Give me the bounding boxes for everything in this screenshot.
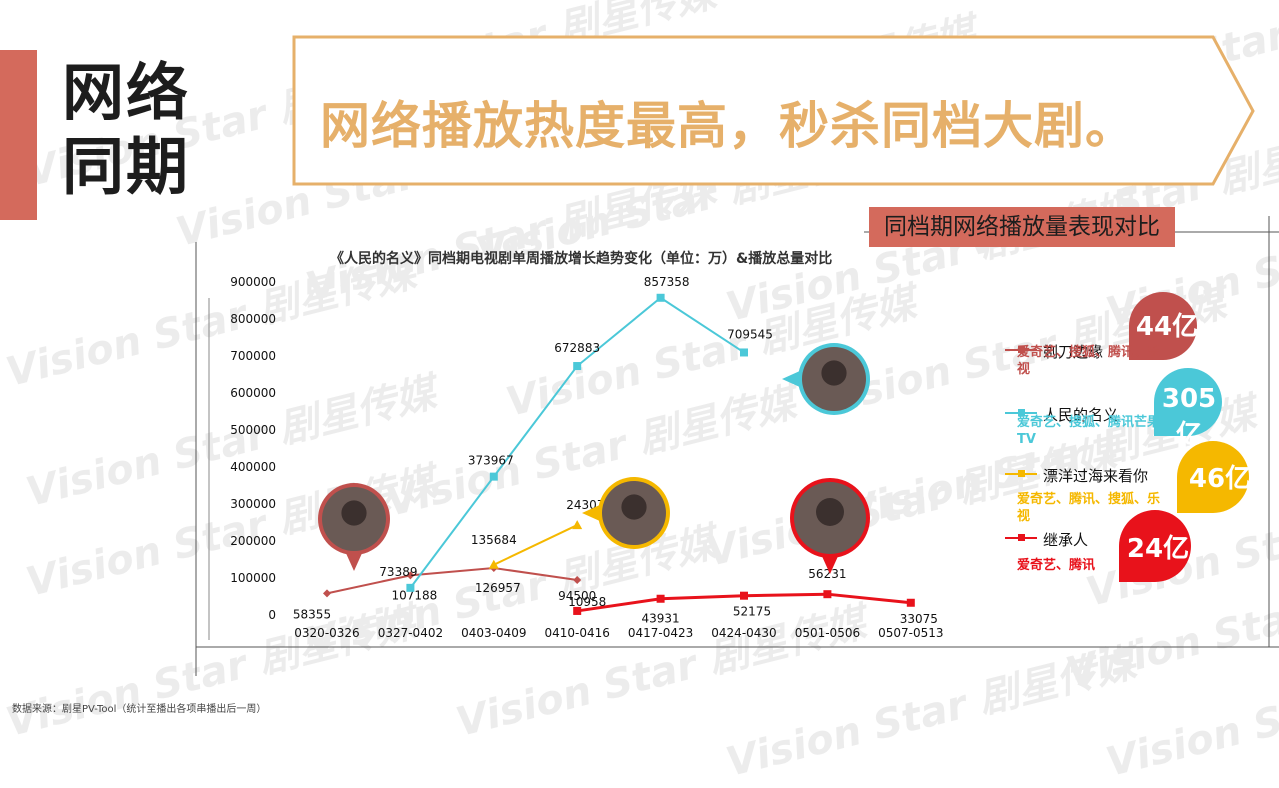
- x-tick-label: 0327-0402: [378, 626, 443, 640]
- y-tick-label: 800000: [230, 312, 276, 326]
- poster-razor-edge-tail: [345, 551, 363, 571]
- x-tick-label: 0424-0430: [711, 626, 776, 640]
- data-label: 56231: [808, 567, 846, 581]
- data-point: [573, 576, 582, 585]
- data-point: [656, 293, 665, 302]
- legend-series-name: 人民的名义: [1043, 406, 1119, 424]
- legend-marker: [1018, 409, 1025, 416]
- legend-series-name: 剃刀边缘: [1043, 343, 1104, 361]
- poster-successor-figure: [816, 498, 844, 526]
- series-total: 305亿: [1161, 384, 1217, 450]
- poster-see-you-across-ocean-figure: [621, 494, 647, 520]
- data-point: [572, 520, 583, 530]
- poster-in-the-name-of-people-tail: [782, 370, 802, 388]
- data-point: [656, 594, 665, 603]
- x-tick-label: 0501-0506: [795, 626, 860, 640]
- chart-title: 《人民的名义》同档期电视剧单周播放增长趋势变化（单位：万）&播放总量对比: [330, 251, 833, 267]
- x-tick-label: 0410-0416: [544, 626, 609, 640]
- data-label: 52175: [733, 605, 771, 619]
- data-point: [323, 589, 331, 598]
- legend-platforms: 爱奇艺、搜狐、腾讯、乐视: [1017, 345, 1161, 377]
- chart-canvas: 0 100000 200000 300000 400000 500000 600000 700…: [195, 35, 1279, 676]
- x-tick-label: 0507-0513: [878, 626, 943, 640]
- y-tick-label: 100000: [230, 571, 276, 585]
- source-note: 数据来源：剧星PV-Tool（统计至播出各项串播出后一周）: [12, 704, 267, 715]
- data-label: 58355: [293, 607, 331, 621]
- section-title-line-2: 同期: [62, 130, 191, 203]
- section-title: 网络 同期: [62, 56, 190, 204]
- y-tick-label: 200000: [230, 534, 276, 548]
- data-label: 126957: [475, 581, 521, 595]
- data-point: [740, 348, 748, 357]
- total-bubble-razor-edge-corner: [1129, 326, 1163, 360]
- data-point: [573, 362, 582, 371]
- data-label: 135684: [471, 533, 517, 547]
- series-line: [493, 524, 578, 566]
- legend-platforms: 爱奇艺、腾讯: [1017, 558, 1096, 573]
- total-bubble-successor-corner: [1119, 546, 1155, 582]
- data-point: [406, 583, 415, 592]
- data-label: 10958: [568, 595, 606, 609]
- legend-marker: [1018, 470, 1025, 477]
- legend-marker: [1018, 346, 1025, 353]
- legend-series-name: 漂洋过海来看你: [1043, 467, 1149, 485]
- y-tick-label: 400000: [230, 460, 276, 474]
- compare-label: 同档期网络播放量表现对比: [869, 207, 1175, 247]
- y-tick-label: 900000: [230, 275, 276, 289]
- y-tick-label: 300000: [230, 497, 276, 511]
- headline: 网络播放热度最高，秒杀同档大剧。: [320, 97, 1136, 155]
- legend-platforms: 爱奇艺、腾讯、搜狐、乐视: [1017, 492, 1161, 524]
- data-label: 43931: [642, 612, 680, 626]
- x-tick-label: 0417-0423: [628, 626, 693, 640]
- data-label: 73389: [379, 565, 417, 579]
- poster-see-you-across-ocean-tail: [582, 504, 602, 522]
- data-label: 709545: [727, 327, 773, 341]
- data-point: [489, 472, 498, 481]
- legend-marker: [1018, 534, 1025, 541]
- legend-series-name: 继承人: [1043, 531, 1089, 549]
- series-total: 44亿: [1135, 312, 1199, 342]
- data-label: 857358: [644, 275, 690, 289]
- poster-successor-tail: [821, 554, 839, 574]
- y-tick-label: 500000: [230, 423, 276, 437]
- y-tick-label: 600000: [230, 386, 276, 400]
- data-point: [740, 591, 748, 600]
- accent-bar: [0, 50, 37, 220]
- poster-in-the-name-of-people-figure: [821, 360, 847, 386]
- data-point: [573, 606, 582, 615]
- data-point: [823, 590, 832, 599]
- data-point: [406, 571, 415, 580]
- data-label: 33075: [900, 612, 938, 626]
- series-total: 46亿: [1188, 464, 1252, 494]
- series-total: 24亿: [1126, 534, 1190, 564]
- total-bubble-see-you-across-ocean-corner: [1177, 477, 1213, 513]
- data-label: 373967: [468, 454, 514, 468]
- data-point: [906, 598, 915, 607]
- data-label: 94500: [558, 589, 596, 603]
- legend-platforms: 爱奇艺、搜狐、腾讯芒果TV: [1017, 415, 1161, 447]
- poster-razor-edge-figure: [341, 500, 367, 526]
- series-line: [326, 567, 578, 595]
- y-tick-label: 0: [268, 608, 276, 622]
- x-tick-label: 0320-0326: [294, 626, 359, 640]
- total-bubble-in-the-name-of-people-corner: [1154, 402, 1188, 436]
- data-label: 107188: [391, 588, 437, 602]
- x-tick-label: 0403-0409: [461, 626, 526, 640]
- headline-frame: [292, 35, 1255, 186]
- section-title-line-1: 网络: [62, 56, 191, 129]
- y-tick-label: 700000: [230, 349, 276, 363]
- data-point: [488, 559, 499, 569]
- data-label: 672883: [554, 341, 600, 355]
